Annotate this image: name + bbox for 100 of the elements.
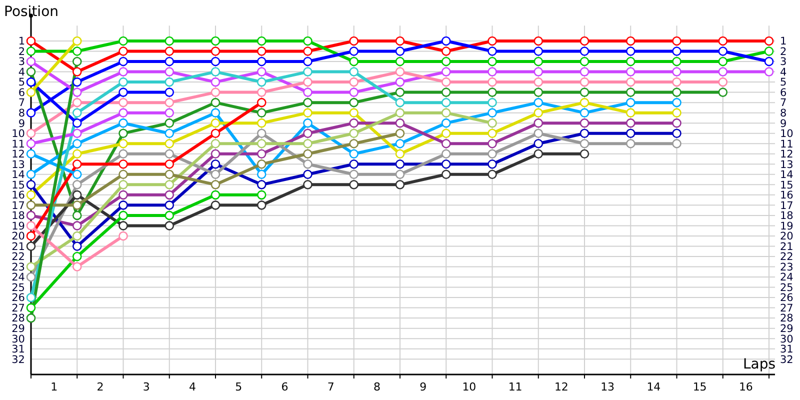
point [395, 36, 405, 46]
y2-tick-label: 5 [780, 76, 787, 89]
point [672, 138, 682, 148]
y-tick-label: 28 [12, 312, 25, 325]
x-axis-title: Laps [743, 356, 776, 372]
x-tick-label: 9 [420, 380, 427, 394]
point [764, 46, 774, 56]
point [488, 98, 497, 108]
y-tick-label: 14 [12, 169, 26, 182]
point [395, 108, 405, 118]
point [118, 170, 128, 180]
point [303, 46, 312, 56]
point [164, 56, 174, 66]
y-tick-label: 7 [18, 97, 25, 110]
point [441, 46, 451, 56]
point [395, 67, 405, 76]
point [303, 67, 312, 76]
point [349, 56, 359, 66]
point [26, 138, 36, 148]
y-tick-label: 26 [12, 292, 26, 304]
y-tick-label: 2 [18, 46, 25, 58]
point [395, 149, 405, 159]
point [72, 56, 82, 66]
point [395, 138, 405, 148]
point [72, 149, 82, 159]
point [488, 170, 497, 180]
point [72, 200, 82, 210]
y-tick-label: 8 [18, 108, 25, 120]
point [441, 149, 451, 159]
point [118, 180, 128, 190]
y2-tick-label: 28 [780, 312, 794, 325]
point [118, 67, 128, 76]
point [395, 46, 405, 56]
y2-tick-label: 10 [780, 128, 794, 140]
point [626, 108, 636, 118]
x-tick-label: 12 [554, 380, 568, 394]
point [72, 159, 82, 169]
point [441, 118, 451, 128]
point [488, 56, 497, 66]
point [718, 67, 728, 76]
y-tick-label: 25 [12, 282, 25, 294]
point [441, 67, 451, 76]
y-tick-label: 18 [12, 210, 25, 222]
point [26, 36, 36, 46]
point [256, 77, 266, 87]
point [488, 77, 497, 87]
x-tick-label: 5 [235, 380, 242, 394]
y2-tick-label: 24 [780, 272, 794, 284]
y2-tick-label: 26 [780, 292, 794, 304]
point [764, 56, 774, 66]
point [118, 88, 128, 97]
point [626, 77, 636, 87]
x-tick-label: 13 [600, 380, 615, 394]
y-tick-label: 22 [12, 251, 25, 264]
point [26, 46, 36, 56]
y2-tick-label: 7 [780, 97, 787, 110]
y2-tick-label: 9 [780, 118, 787, 130]
point [118, 36, 128, 46]
point [26, 128, 36, 138]
point [118, 159, 128, 169]
point [72, 242, 82, 251]
point [718, 88, 728, 97]
x-tick-label: 3 [142, 380, 150, 394]
point [441, 170, 451, 180]
point [256, 108, 266, 118]
y2-tick-label: 27 [780, 302, 794, 314]
point [26, 88, 36, 97]
point [672, 36, 682, 46]
point [72, 221, 82, 230]
point [764, 67, 774, 76]
point [672, 77, 682, 87]
point [210, 180, 220, 190]
point [118, 46, 128, 56]
point [164, 170, 174, 180]
point [580, 108, 590, 118]
point [534, 118, 544, 128]
point [26, 56, 36, 66]
point [349, 36, 359, 46]
point [256, 190, 266, 200]
point [534, 67, 544, 76]
point [210, 118, 220, 128]
point [256, 56, 266, 66]
point [534, 56, 544, 66]
x-tick-label: 2 [96, 380, 104, 394]
point [72, 98, 82, 108]
point [210, 149, 220, 159]
y-tick-label: 15 [12, 179, 25, 192]
point [672, 128, 682, 138]
point [534, 128, 544, 138]
point [72, 170, 82, 180]
point [626, 56, 636, 66]
point [580, 77, 590, 87]
point [534, 98, 544, 108]
y2-tick-label: 2 [780, 46, 787, 58]
y-tick-label: 20 [12, 230, 25, 243]
point [210, 159, 220, 169]
y2-tick-label: 32 [780, 354, 794, 366]
y-tick-label: 5 [18, 76, 25, 89]
point [580, 56, 590, 66]
y2-tick-label: 12 [780, 148, 794, 161]
